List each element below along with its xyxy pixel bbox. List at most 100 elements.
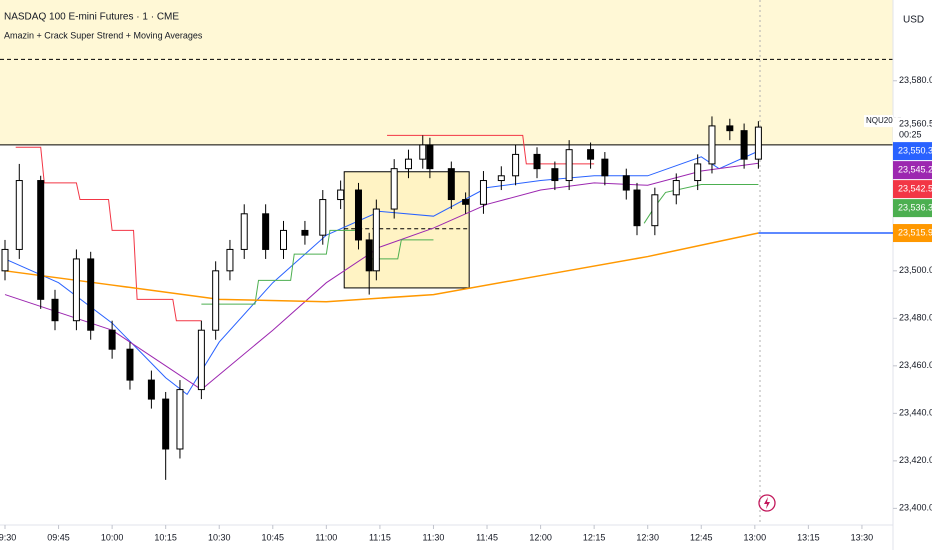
candle-body [262,213,270,250]
x-tick-label: 13:00 [744,532,767,542]
x-tick-label: 12:00 [529,532,552,542]
candle-body [754,126,762,160]
candle-body [87,258,95,331]
overlay-price-box [893,142,932,161]
candle-body [601,158,609,177]
candle-body [479,180,487,205]
zones [0,0,893,289]
x-tick-label: 13:15 [797,532,820,542]
overlay-price-label: 23,515.90 [898,227,932,237]
overlay-price-box [893,224,932,243]
candle-body [354,189,362,241]
candle-body [147,379,155,400]
candle-body [404,158,412,170]
symbol-label: NQU2025 [866,116,902,125]
candle-body [672,180,680,196]
x-tick-label: 10:45 [262,532,285,542]
x-tick-label: 11:30 [423,532,445,542]
overlay-price-box [893,199,932,218]
candle-body [37,180,45,300]
candle-body [512,153,520,177]
alert-icon[interactable] [758,494,776,512]
y-tick-label: 23,400.00 [899,503,932,513]
chart-title: NASDAQ 100 E-mini Futures · 1 · CME [4,12,179,23]
candle-body [226,248,234,272]
overlay-line [369,239,434,260]
overlay-price-label: 23,536.31 [898,202,932,212]
candle-body [419,144,427,160]
candle-body [365,239,373,272]
overlay-price-box [893,161,932,180]
x-tick-label: 09:30 [0,532,16,542]
candle-body [551,168,559,182]
countdown: 00:25 [899,129,922,139]
y-tick-label: 23,420.00 [899,455,932,465]
candle-body [426,144,434,170]
overlay-price-box [893,180,932,199]
plot [1,116,762,480]
candle-body [462,199,470,205]
overlay-line [643,184,759,224]
candle-body [587,149,595,160]
candle-body [15,180,23,250]
candle-body [108,329,116,350]
resistance-zone [0,0,893,145]
x-tick-label: 10:30 [208,532,231,542]
candle-body [51,298,59,322]
overlay-line [4,150,759,396]
candle-body [633,189,641,227]
candle-body [212,270,220,331]
overlay-price-label: 23,542.51 [898,183,932,193]
x-tick-label: 12:45 [690,532,713,542]
candle-body [301,229,309,236]
y-tick-label: 23,440.00 [899,408,932,418]
candle-body [1,248,9,272]
candle-body [694,163,702,182]
candle-body [390,168,398,210]
x-tick-label: 12:15 [583,532,606,542]
y-tick-label: 23,500.00 [899,265,932,275]
candle-body [162,398,170,450]
last-price-box [893,117,932,142]
x-tick-label: 12:30 [636,532,659,542]
overlay-line [4,232,759,303]
candle-body [726,125,734,132]
x-tick-label: 13:30 [851,532,874,542]
candle-body [447,168,455,201]
x-tick-label: 09:45 [47,532,70,542]
x-tick-label: 11:15 [369,532,391,542]
candle-body [337,189,345,201]
candle-body [740,130,748,160]
x-tick-label: 10:15 [154,532,177,542]
y-tick-label: 23,480.00 [899,313,932,323]
x-tick-label: 10:00 [101,532,124,542]
candle-body [280,229,288,250]
overlay-price-label: 23,550.39 [898,145,932,155]
x-tick-label: 11:45 [476,532,498,542]
overlay-line [387,134,595,165]
candle-body [176,389,184,450]
last-price-label: 23,560.50 [899,118,932,128]
x-tick-label: 11:00 [315,532,337,542]
candle-body [533,153,541,170]
candle-body [197,329,205,391]
candle-body [708,125,716,165]
overlay-price-label: 23,545.29 [898,164,932,174]
candle-body [72,258,80,322]
symbol-label-bg [864,115,893,128]
candle-body [319,199,327,236]
candle-body [565,149,573,182]
chart-subtitle: Amazin + Crack Super Strend + Moving Ave… [4,30,203,40]
overlay-line [15,146,202,322]
candle-body [240,213,248,250]
candle-body [497,175,505,182]
overlay-line [4,162,759,391]
candle-body [622,175,630,191]
y-tick-label: 23,460.00 [899,360,932,370]
y-tick-label: 23,580.00 [899,75,932,85]
currency: USD [903,15,924,26]
candle-body [372,208,380,272]
candle-body [126,348,134,381]
candle-body [651,194,659,227]
